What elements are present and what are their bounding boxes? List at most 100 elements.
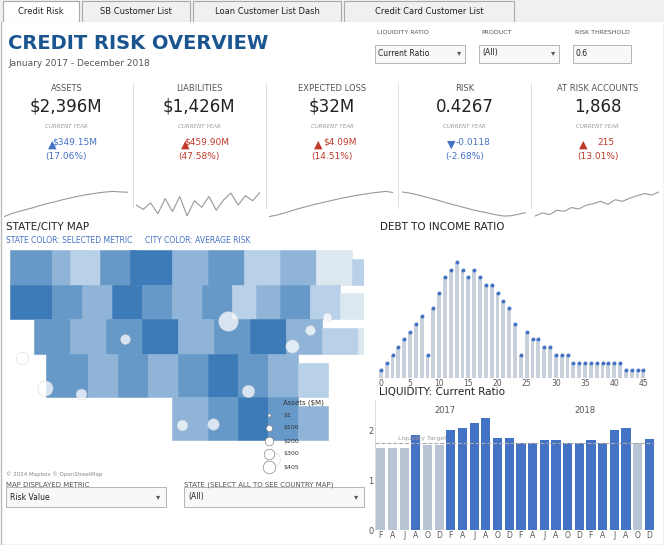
Text: (13.01%): (13.01%) <box>577 152 618 161</box>
Bar <box>280 250 316 284</box>
Bar <box>106 319 142 354</box>
Point <box>399 335 410 344</box>
Point <box>120 335 130 343</box>
Point <box>492 288 503 297</box>
Bar <box>390 355 394 378</box>
Text: (14.51%): (14.51%) <box>311 152 353 161</box>
Text: CURRENT YEAR: CURRENT YEAR <box>576 124 619 129</box>
Bar <box>232 284 256 319</box>
Point <box>592 358 602 367</box>
Point <box>562 350 573 359</box>
Text: 0.4267: 0.4267 <box>436 98 494 116</box>
Text: (All): (All) <box>482 49 498 58</box>
Bar <box>589 362 593 378</box>
Point <box>626 366 637 374</box>
Bar <box>316 250 352 284</box>
Bar <box>466 277 470 378</box>
Point <box>264 410 274 419</box>
Text: -0.0118: -0.0118 <box>456 138 490 147</box>
Text: Assets ($M): Assets ($M) <box>283 399 324 405</box>
Bar <box>214 319 250 354</box>
Text: STATE/CITY MAP: STATE/CITY MAP <box>6 222 89 232</box>
Point <box>544 343 555 352</box>
Text: Liquidity Target: Liquidity Target <box>398 436 447 441</box>
Bar <box>402 340 406 378</box>
Bar <box>478 277 482 378</box>
Bar <box>52 284 82 319</box>
FancyBboxPatch shape <box>3 1 78 21</box>
Point <box>521 327 532 336</box>
Bar <box>554 355 558 378</box>
Bar <box>352 259 376 284</box>
Point <box>463 273 473 282</box>
Point <box>621 366 631 374</box>
Bar <box>298 362 328 397</box>
Bar <box>88 354 118 397</box>
Point <box>416 312 427 320</box>
Text: $405: $405 <box>283 464 299 469</box>
Point <box>176 420 187 429</box>
Text: RISK: RISK <box>456 84 474 93</box>
Point <box>264 463 274 471</box>
Text: ▾: ▾ <box>457 49 461 58</box>
Text: LIQUIDITY RATIO: LIQUIDITY RATIO <box>377 30 429 35</box>
Text: 2017: 2017 <box>434 406 456 415</box>
Bar <box>572 362 575 378</box>
Text: ▾: ▾ <box>156 493 160 501</box>
Text: (All): (All) <box>188 493 204 501</box>
Bar <box>606 362 610 378</box>
Bar <box>624 370 627 378</box>
Text: STATE (SELECT ALL TO SEE COUNTRY MAP): STATE (SELECT ALL TO SEE COUNTRY MAP) <box>184 482 333 488</box>
Bar <box>537 340 540 378</box>
Bar <box>34 319 70 354</box>
Point <box>469 265 479 274</box>
Bar <box>340 293 364 319</box>
Text: © 2024 Mapbox © OpenStreetMap: © 2024 Mapbox © OpenStreetMap <box>6 471 102 477</box>
Bar <box>472 270 476 378</box>
Bar <box>610 430 619 530</box>
Text: ▲: ▲ <box>48 140 56 150</box>
Bar <box>178 354 208 397</box>
Bar <box>256 284 280 319</box>
Text: LIQUIDITY: Current Ratio: LIQUIDITY: Current Ratio <box>379 387 505 397</box>
Point <box>264 423 274 432</box>
Bar <box>490 285 493 378</box>
Text: AT RISK ACCOUNTS: AT RISK ACCOUNTS <box>557 84 638 93</box>
Bar <box>461 270 464 378</box>
Text: $100: $100 <box>283 426 299 431</box>
Bar <box>208 354 238 397</box>
Point <box>264 450 274 458</box>
Text: Credit Card Customer List: Credit Card Customer List <box>374 7 483 15</box>
Bar <box>82 284 112 319</box>
Bar <box>70 250 100 284</box>
Text: $4.09M: $4.09M <box>323 138 357 147</box>
Bar <box>238 397 268 440</box>
Bar <box>70 319 106 354</box>
Text: Current Ratio: Current Ratio <box>378 49 430 58</box>
Bar <box>566 355 570 378</box>
Text: 215: 215 <box>597 138 614 147</box>
Bar <box>172 250 208 284</box>
Bar <box>384 362 388 378</box>
Text: MAP DISPLAYED METRIC: MAP DISPLAYED METRIC <box>6 482 90 488</box>
Bar <box>130 250 172 284</box>
Text: (-2.68%): (-2.68%) <box>446 152 484 161</box>
Bar <box>595 362 598 378</box>
Bar <box>52 250 82 284</box>
Bar <box>310 284 340 319</box>
Bar <box>280 284 310 319</box>
Bar <box>322 328 358 354</box>
Text: Risk Value: Risk Value <box>10 493 50 501</box>
Bar <box>612 362 616 378</box>
Text: PRODUCT: PRODUCT <box>481 30 511 35</box>
Point <box>422 350 433 359</box>
Bar <box>142 319 178 354</box>
Text: DEBT TO INCOME RATIO: DEBT TO INCOME RATIO <box>380 222 505 232</box>
Bar <box>142 284 172 319</box>
Bar <box>208 250 244 284</box>
Bar <box>641 370 645 378</box>
Bar <box>542 347 546 378</box>
Bar <box>414 324 418 378</box>
Text: $32M: $32M <box>309 98 355 116</box>
Bar <box>507 308 511 378</box>
